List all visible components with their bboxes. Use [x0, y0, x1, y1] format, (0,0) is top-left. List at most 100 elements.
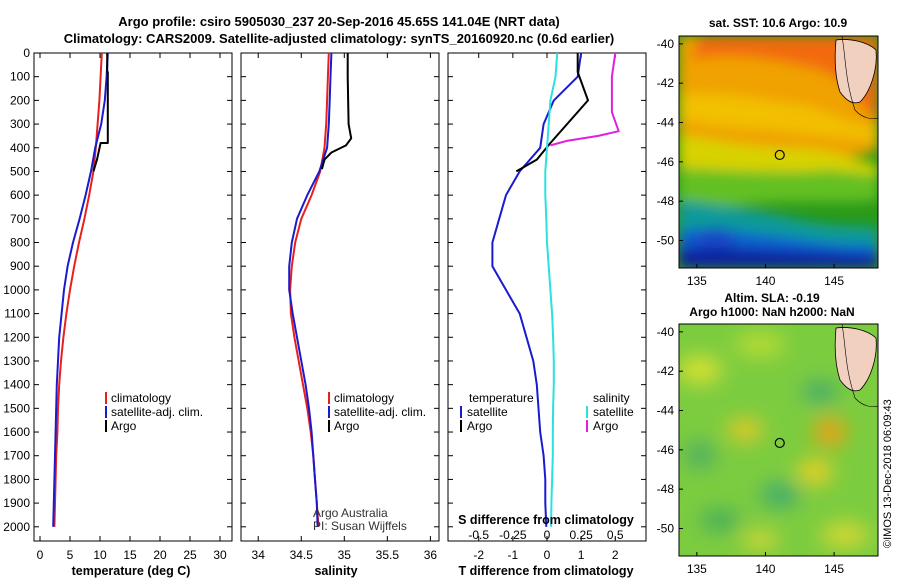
x2-tick-label: 0.25: [569, 528, 593, 542]
lines-layer: [52, 52, 620, 527]
difference-x2label: S difference from climatology: [458, 513, 634, 527]
sst-map-title: sat. SST: 10.6 Argo: 10.9: [709, 16, 848, 30]
series-line-satellite-adj-clim-: [52, 52, 109, 527]
sst-argo-marker: [774, 149, 785, 161]
series-line-satellite-adj-clim-: [288, 52, 333, 527]
map-y-tick-label: -48: [657, 194, 675, 208]
x-tick-label: 10: [93, 548, 107, 562]
depth-tick-label: 1500: [3, 401, 30, 415]
depth-tick-label: 100: [10, 70, 30, 84]
depth-tick-label: 1300: [3, 354, 30, 368]
series-line-salinity-argo: [550, 52, 620, 147]
x-tick-label: 35: [338, 548, 352, 562]
map-y-tick-label: -46: [657, 155, 675, 169]
map-x-tick-label: 145: [824, 274, 844, 288]
depth-tick-label: 600: [10, 188, 30, 202]
sla-map-title: Altim. SLA: -0.19: [724, 291, 820, 305]
map-x-tick-label: 140: [755, 274, 775, 288]
depth-tick-label: 1200: [3, 330, 30, 344]
map-y-tick-label: -44: [657, 116, 675, 130]
legend-label-temp-argo: Argo: [467, 419, 493, 433]
depth-tick-label: 1000: [3, 283, 30, 297]
x2-tick-label: 0: [544, 528, 551, 542]
x2-tick-label: -0.5: [468, 528, 489, 542]
x-tick-label: 0: [544, 548, 551, 562]
map-y-tick-label: -50: [657, 233, 675, 247]
x-tick-label: 0: [37, 548, 44, 562]
credit-text: ©IMOS 13-Dec-2018 06:09:43: [882, 399, 894, 548]
x-tick-label: 35.5: [376, 548, 400, 562]
sla-map-frame: [678, 323, 879, 557]
legend-label-temp-satellite: satellite: [467, 405, 508, 419]
depth-tick-label: 1400: [3, 378, 30, 392]
x-tick-label: 15: [123, 548, 137, 562]
depth-tick-label: 200: [10, 93, 30, 107]
map-y-tick-label: -40: [657, 325, 675, 339]
salinity-xlabel: salinity: [314, 564, 357, 578]
depth-tick-label: 1800: [3, 472, 30, 486]
legend-label-satellite: satellite-adj. clim.: [111, 405, 203, 419]
x-tick-label: 20: [153, 548, 167, 562]
map-x-tick-label: 135: [687, 562, 707, 576]
x-tick-label: 34.5: [290, 548, 314, 562]
map-y-tick-label: -50: [657, 521, 675, 535]
x-tick-label: 34: [252, 548, 266, 562]
map-y-tick-label: -44: [657, 404, 675, 418]
sla-map-subtitle: Argo h1000: NaN h2000: NaN: [689, 305, 854, 319]
legend-label-climatology: climatology: [111, 391, 171, 405]
annotation-pi: PI: Susan Wijffels: [313, 519, 407, 533]
x2-tick-label: -0.25: [499, 528, 527, 542]
legend-title-temperature: temperature: [469, 391, 534, 405]
x-tick-label: 25: [183, 548, 197, 562]
depth-tick-label: 700: [10, 212, 30, 226]
series-line-argo: [92, 53, 109, 172]
depth-tick-label: 1100: [4, 307, 30, 321]
depth-tick-label: 1900: [3, 496, 30, 510]
map-y-tick-label: -46: [657, 443, 675, 457]
sla-map-image: [679, 324, 878, 556]
series-line-salinity-satellite: [544, 52, 559, 527]
x-tick-label: 1: [578, 548, 585, 562]
x-tick-label: 2: [612, 548, 619, 562]
annotation-argo-australia: Argo Australia: [313, 506, 388, 520]
sst-map-image: [679, 36, 878, 268]
temperature-legend: climatology satellite-adj. clim. Argo: [105, 391, 203, 433]
salinity-legend: climatology satellite-adj. clim. Argo Ar…: [313, 391, 426, 533]
depth-tick-label: 0: [23, 46, 30, 60]
x-tick-label: -1: [508, 548, 519, 562]
sla-argo-marker: [774, 437, 785, 449]
difference-xlabel: T difference from climatology: [458, 564, 633, 578]
sst-map-frame: [678, 35, 879, 269]
x-tick-label: 36: [424, 548, 438, 562]
map-x-tick-label: 140: [755, 562, 775, 576]
map-y-tick-label: -40: [657, 37, 675, 51]
map-x-tick-label: 135: [687, 274, 707, 288]
x-tick-label: 5: [67, 548, 74, 562]
depth-tick-label: 1600: [3, 425, 30, 439]
temperature-panel-frame: [33, 52, 233, 542]
sla-map-ticks: 135 140 145 -40 -42 -44 -46 -48 -50: [657, 325, 845, 576]
map-y-tick-label: -42: [657, 76, 675, 90]
depth-tick-label: 2000: [3, 520, 30, 534]
series-line-temperature-satellite: [491, 52, 583, 527]
salinity-panel-frame: [240, 52, 440, 542]
map-x-tick-label: 145: [824, 562, 844, 576]
depth-tick-label: 300: [10, 117, 30, 131]
series-line-climatology: [53, 52, 103, 527]
legend-title-salinity: salinity: [593, 391, 630, 405]
legend-label-sal-argo: Argo: [593, 419, 619, 433]
legend-label-argo: Argo: [111, 419, 137, 433]
axes-layer: 0100200300400500600700800900100011001200…: [3, 46, 646, 562]
x-tick-label: -2: [473, 548, 484, 562]
depth-tick-label: 400: [10, 141, 30, 155]
depth-tick-label: 1700: [3, 449, 30, 463]
x2-tick-label: 0.5: [607, 528, 624, 542]
legend-label-sal-satellite: satellite: [593, 405, 634, 419]
depth-tick-label: 900: [10, 259, 30, 273]
legend-label-satellite: satellite-adj. clim.: [334, 405, 426, 419]
depth-tick-label: 500: [10, 164, 30, 178]
map-y-tick-label: -42: [657, 364, 675, 378]
difference-legend: temperature satellite Argo salinity sate…: [460, 391, 634, 433]
map-y-tick-label: -48: [657, 482, 675, 496]
sla-map: Altim. SLA: -0.19 Argo h1000: NaN h2000:…: [657, 291, 879, 576]
